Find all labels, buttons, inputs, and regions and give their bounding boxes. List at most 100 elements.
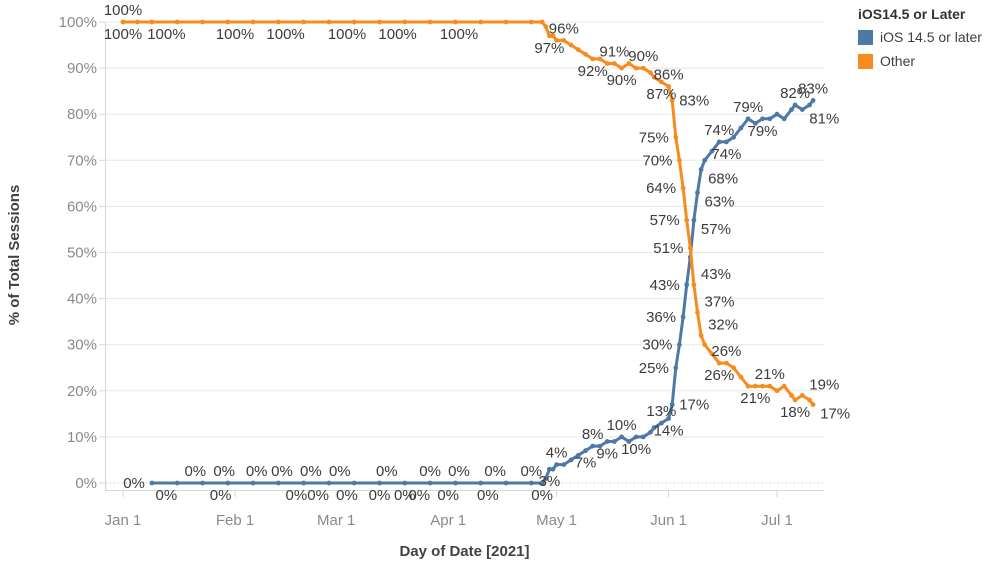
data-point-ios145[interactable] [669,402,675,407]
data-point-other[interactable] [651,74,657,80]
data-point-other[interactable] [120,19,126,25]
data-point-ios145[interactable] [200,480,205,486]
data-point-other[interactable] [738,374,744,380]
data-point-other[interactable] [453,19,458,25]
data-point-ios145[interactable] [684,282,690,288]
data-point-ios145[interactable] [597,443,603,449]
data-point-ios145[interactable] [503,480,509,486]
data-point-other[interactable] [427,19,433,25]
data-point-other[interactable] [561,38,567,43]
data-point-other[interactable] [250,19,256,25]
data-point-ios145[interactable] [547,466,552,472]
data-point-ios145[interactable] [673,365,679,371]
data-point-other[interactable] [583,51,588,57]
data-point-ios145[interactable] [561,462,567,467]
data-point-other[interactable] [677,157,682,163]
legend-item-other[interactable]: Other [858,53,982,69]
data-point-ios145[interactable] [575,452,581,458]
data-point-ios145[interactable] [760,116,765,122]
data-point-other[interactable] [135,19,140,25]
data-point-ios145[interactable] [731,134,736,140]
data-point-ios145[interactable] [583,448,588,454]
data-point-ios145[interactable] [351,480,357,486]
data-point-ios145[interactable] [799,107,805,112]
data-point-other[interactable] [669,98,675,103]
data-point-other[interactable] [680,185,686,191]
data-point-other[interactable] [633,65,639,71]
data-point-ios145[interactable] [724,139,729,145]
data-point-other[interactable] [684,217,690,223]
data-point-other[interactable] [698,333,704,338]
data-point-ios145[interactable] [478,480,484,486]
data-point-other[interactable] [612,61,617,66]
data-point-other[interactable] [666,84,671,89]
data-point-ios145[interactable] [612,439,617,444]
data-point-ios145[interactable] [651,425,657,431]
data-point-ios145[interactable] [543,476,549,481]
data-point-other[interactable] [659,79,664,85]
data-point-other[interactable] [478,19,484,25]
data-point-ios145[interactable] [680,314,686,320]
data-point-other[interactable] [575,47,581,53]
data-point-ios145[interactable] [659,420,664,426]
data-point-ios145[interactable] [677,342,682,348]
data-point-other[interactable] [301,19,307,25]
data-point-other[interactable] [568,42,574,48]
data-point-other[interactable] [597,56,603,62]
data-point-ios145[interactable] [745,116,751,122]
data-point-ios145[interactable] [604,439,610,444]
data-point-ios145[interactable] [276,480,281,486]
series-line-other[interactable] [121,20,815,407]
data-point-other[interactable] [760,383,765,389]
data-point-ios145[interactable] [691,217,697,223]
data-point-ios145[interactable] [807,102,812,108]
data-point-ios145[interactable] [648,429,653,435]
data-point-ios145[interactable] [619,434,624,440]
data-point-ios145[interactable] [626,439,632,444]
data-point-other[interactable] [402,19,408,25]
data-point-other[interactable] [687,245,693,251]
data-point-ios145[interactable] [695,190,700,196]
legend-item-ios145[interactable]: iOS 14.5 or later [858,29,982,45]
data-point-other[interactable] [604,61,610,66]
data-point-other[interactable] [200,19,205,25]
data-point-other[interactable] [225,19,231,25]
data-point-ios145[interactable] [528,480,534,486]
data-point-other[interactable] [724,360,729,366]
data-point-other[interactable] [702,342,708,348]
data-point-ios145[interactable] [427,480,433,486]
data-point-other[interactable] [781,383,787,389]
data-point-ios145[interactable] [402,480,408,486]
data-point-other[interactable] [351,19,357,25]
data-point-other[interactable] [792,397,798,403]
data-point-other[interactable] [691,282,697,288]
data-point-other[interactable] [377,19,382,25]
data-point-other[interactable] [326,19,332,25]
data-point-ios145[interactable] [301,480,307,486]
data-point-other[interactable] [547,33,552,39]
data-point-ios145[interactable] [698,167,704,172]
data-point-ios145[interactable] [810,98,816,103]
data-point-ios145[interactable] [568,457,574,463]
data-point-other[interactable] [149,19,155,25]
data-point-ios145[interactable] [539,480,545,486]
data-point-ios145[interactable] [792,102,798,108]
data-point-ios145[interactable] [250,480,256,486]
data-point-ios145[interactable] [789,107,794,112]
data-point-ios145[interactable] [453,480,458,486]
data-point-ios145[interactable] [640,434,646,440]
data-point-ios145[interactable] [149,480,155,486]
data-point-other[interactable] [774,388,780,394]
data-point-other[interactable] [554,38,559,43]
data-point-other[interactable] [810,402,816,407]
data-point-other[interactable] [539,19,545,25]
data-point-ios145[interactable] [738,125,744,131]
data-point-other[interactable] [640,65,646,71]
data-point-other[interactable] [767,383,773,389]
data-point-other[interactable] [745,383,751,389]
data-point-ios145[interactable] [774,111,780,117]
data-point-ios145[interactable] [590,443,596,449]
data-point-other[interactable] [807,397,812,403]
data-point-ios145[interactable] [781,116,787,122]
data-point-ios145[interactable] [550,466,556,472]
